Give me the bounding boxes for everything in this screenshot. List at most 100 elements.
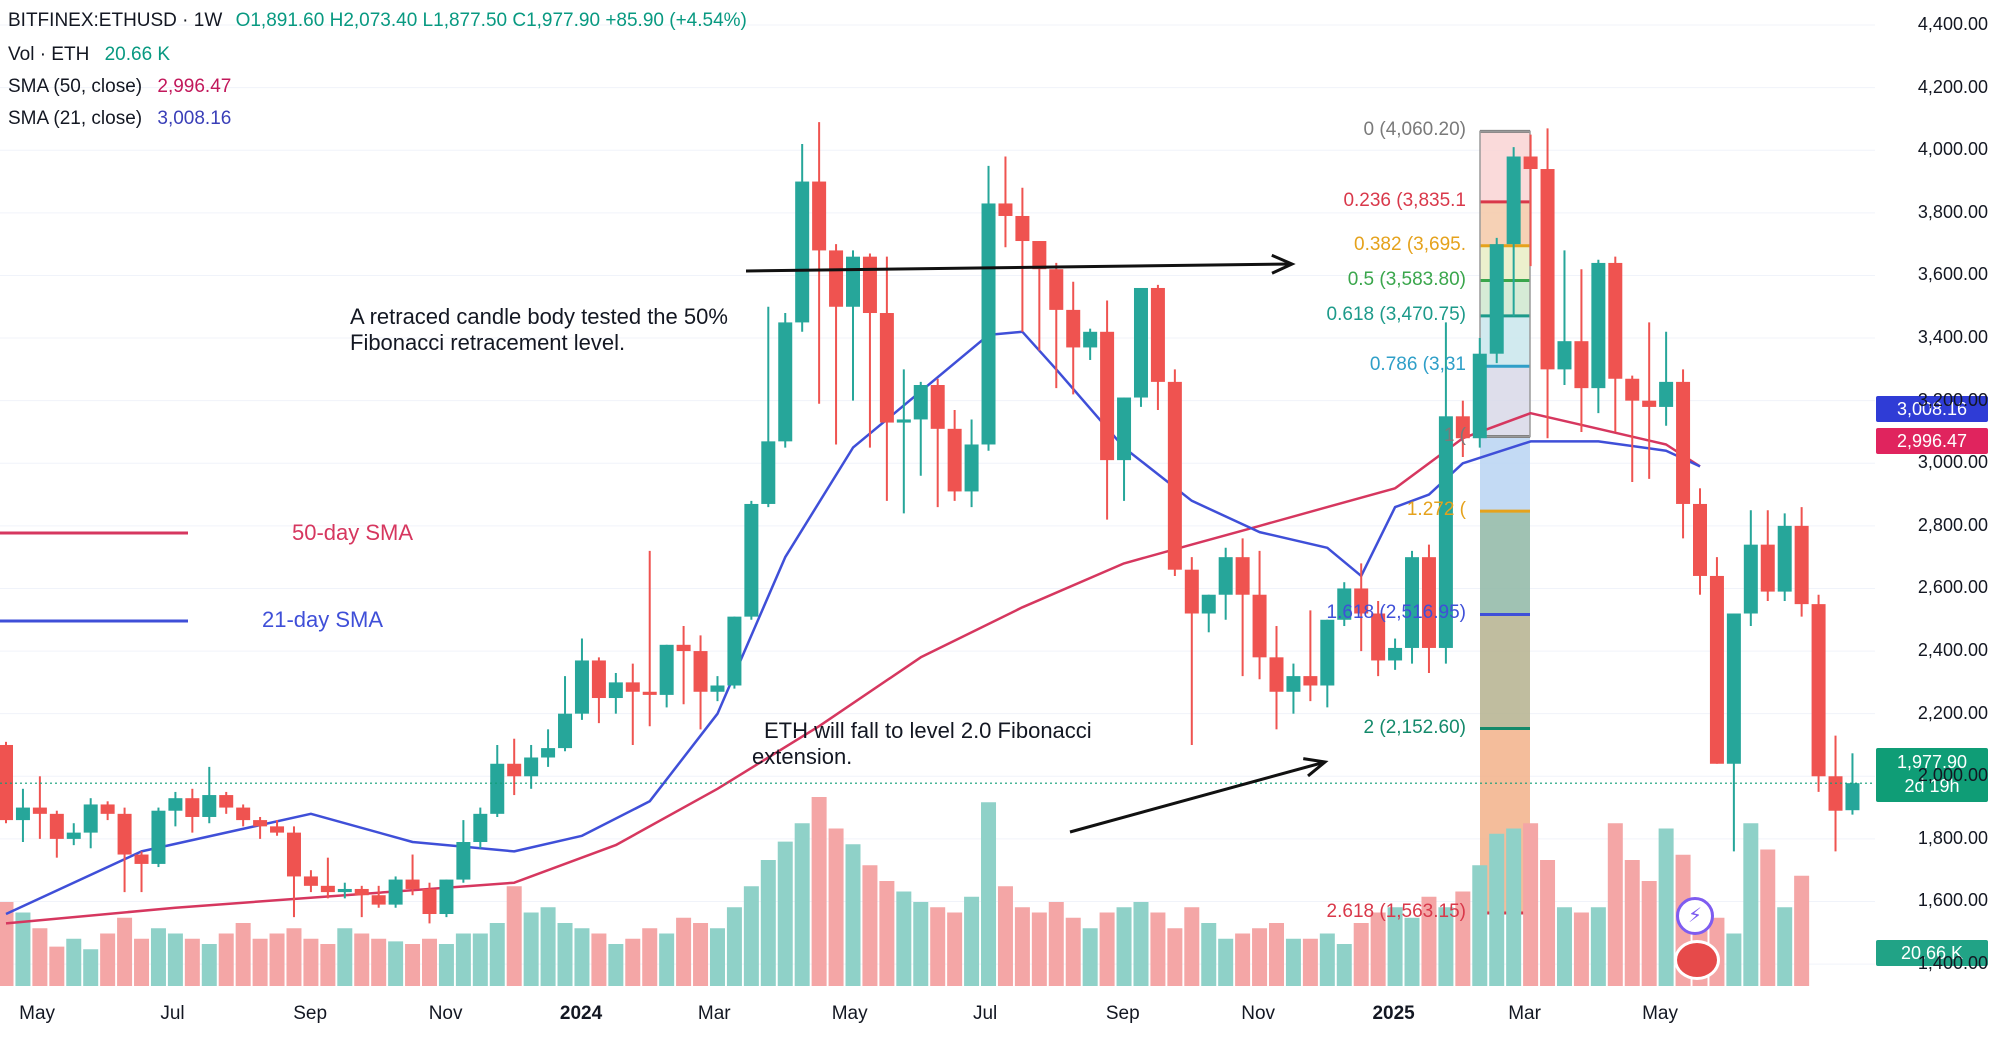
volume-bar [1370, 912, 1386, 986]
candle-body [490, 763, 505, 814]
time-axis-tick: Jul [160, 1003, 185, 1024]
volume-bar [913, 902, 929, 986]
candle-body [1388, 647, 1403, 661]
candle-body [405, 879, 420, 889]
sma50-label[interactable]: SMA (50, close) [8, 76, 143, 97]
volume-bar [167, 933, 183, 986]
price-axis-tick: 3,600.00 [1917, 264, 1988, 285]
retracement-arrow-head [1271, 253, 1296, 275]
candle-body [1201, 594, 1216, 614]
time-axis-tick: May [1642, 1003, 1678, 1024]
candle-body [1405, 557, 1420, 648]
price-axis-tick: 1,400.00 [1917, 953, 1988, 974]
price-axis-tick: 2,800.00 [1917, 514, 1988, 535]
symbol-header: BITFINEX:ETHUSD · 1W O1,891.60 H2,073.40… [8, 10, 747, 32]
candle-body [1320, 619, 1335, 686]
volume-bar [1218, 938, 1234, 986]
sma21-price-tag: 3,008.16 [1876, 396, 1988, 422]
candle-body [1506, 156, 1521, 245]
candle-body [761, 441, 776, 504]
candle-body [676, 644, 691, 652]
volume-bar [1285, 938, 1301, 986]
price-axis-tick: 3,800.00 [1917, 201, 1988, 222]
symbol-label[interactable]: BITFINEX:ETHUSD · 1W [8, 10, 223, 31]
volume-bar [506, 886, 522, 986]
candle-body [1032, 241, 1047, 270]
candle-body [896, 419, 911, 423]
candle-body [659, 644, 674, 695]
candle-body [998, 203, 1013, 216]
sma21-legend: SMA (21, close) 3,008.16 [8, 108, 231, 130]
extension-annotation: ETH will fall to level 2.0 Fibonacci ext… [752, 718, 1092, 770]
candle-body [1676, 381, 1691, 504]
volume-bar [100, 933, 116, 986]
candle-body [1625, 378, 1640, 401]
sma21-value: 3,008.16 [157, 108, 232, 129]
volume-bar [1014, 907, 1030, 986]
fib-zone [1480, 280, 1530, 316]
volume-bar [1116, 907, 1132, 986]
volume-bar [709, 928, 725, 986]
candle-body [1015, 215, 1030, 242]
price-axis-tick: 2,000.00 [1917, 765, 1988, 786]
fib-zone [1480, 245, 1530, 281]
fib-level-label: 2 (2,152.60) [1363, 716, 1466, 738]
fib-level-label: 1.272 ( [1406, 499, 1466, 521]
volume-bar [354, 933, 370, 986]
candle-body [1167, 381, 1182, 570]
time-axis-tick: May [19, 1003, 56, 1024]
candle-body [270, 826, 285, 833]
volume-bar [1455, 891, 1471, 986]
volume-bar [828, 828, 844, 986]
fib-zone [1480, 131, 1530, 202]
volume-bar [591, 933, 607, 986]
candle-body [286, 832, 301, 877]
volume-bar [49, 946, 65, 986]
candle-body [608, 682, 623, 699]
volume-bar [252, 938, 268, 986]
volume-bar [1167, 928, 1183, 986]
volume-bar [1506, 828, 1522, 986]
candle-body [591, 660, 606, 699]
candle-body [727, 616, 742, 686]
price-axis-tick: 1,600.00 [1917, 890, 1988, 911]
volume-bar [625, 938, 641, 986]
candle-body [930, 385, 945, 429]
lightning-icon[interactable]: ⚡ [1676, 897, 1714, 935]
candle-body [1608, 262, 1623, 379]
us-flag-icon[interactable] [1674, 940, 1720, 980]
time-axis-tick: Jul [972, 1003, 998, 1024]
volume-label[interactable]: Vol · ETH [8, 44, 90, 65]
volume-value: 20.66 K [104, 44, 171, 65]
volume-bar [1794, 875, 1810, 986]
time-axis-tick: Nov [428, 1003, 463, 1024]
candle-body [693, 651, 708, 692]
extension-annotation-line2: extension. [752, 744, 853, 769]
volume-bar [964, 896, 980, 986]
volume-bar [1336, 944, 1352, 986]
volume-bar [1269, 923, 1284, 986]
volume-bar [117, 917, 133, 986]
candle-body [1794, 525, 1809, 605]
volume-bar [303, 938, 319, 986]
volume-bar [1048, 902, 1064, 986]
extension-arrow-head [1303, 757, 1329, 778]
time-axis-tick: Sep [293, 1003, 328, 1024]
volume-bar [1302, 938, 1318, 986]
candle-body [1286, 676, 1301, 692]
volume-bar [83, 949, 99, 986]
fib-zone [1480, 511, 1530, 615]
candle-body [202, 795, 217, 817]
volume-bar [1573, 912, 1589, 986]
volume-bar [184, 938, 200, 986]
candle-body [1438, 416, 1453, 648]
volume-bar [794, 823, 810, 986]
time-axis-tick: Nov [1241, 1003, 1276, 1024]
candle-body [1659, 381, 1674, 407]
sma21-label[interactable]: SMA (21, close) [8, 108, 143, 129]
price-axis-tick: 4,200.00 [1917, 76, 1988, 97]
candle-body [507, 763, 522, 777]
candle-body [1083, 331, 1098, 348]
volume-bar [1641, 881, 1657, 986]
